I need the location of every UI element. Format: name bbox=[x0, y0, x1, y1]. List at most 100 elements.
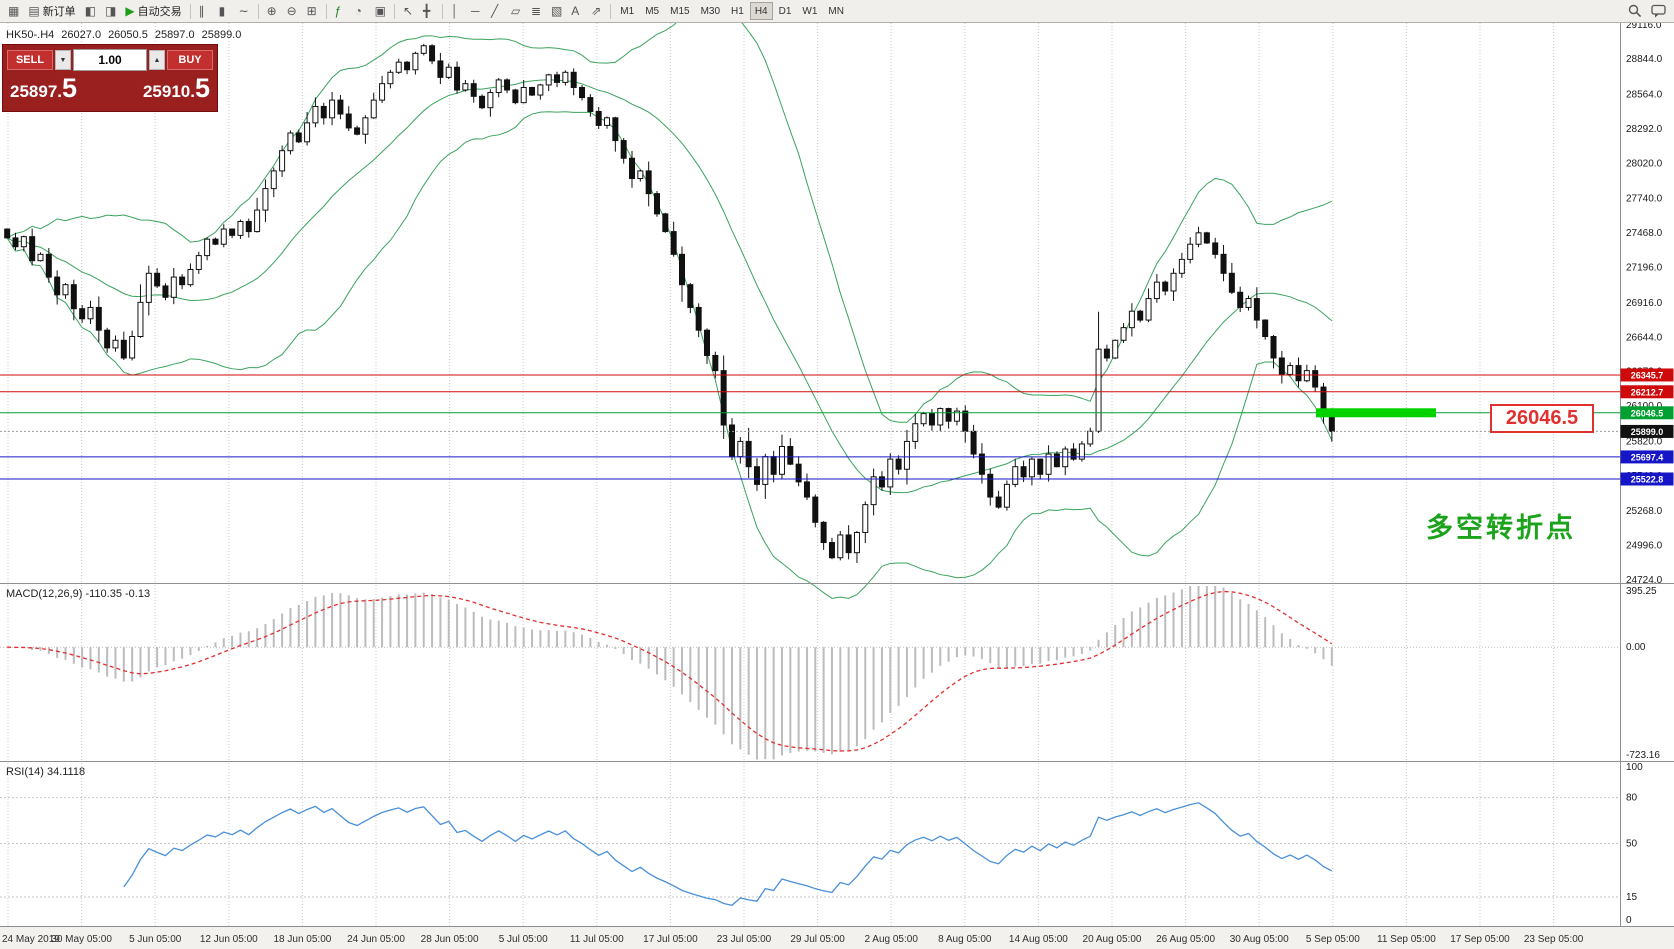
callout-price-text: 26046.5 bbox=[1505, 407, 1579, 429]
timeframe-button-group: M1 M5 M15 M30 H1 H4 D1 W1 MN bbox=[615, 2, 849, 20]
trendline-icon[interactable]: ╱ bbox=[487, 2, 506, 21]
time-axis-label: 24 Jun 05:00 bbox=[347, 934, 405, 945]
autotrading-button[interactable]: ▶ 自动交易 bbox=[121, 2, 185, 21]
charts-icon[interactable]: ▦ bbox=[4, 2, 23, 21]
crosshair-icon[interactable]: ╋ bbox=[419, 2, 438, 21]
time-axis-label: 11 Jul 05:00 bbox=[570, 934, 624, 945]
channel-icon[interactable]: ▱ bbox=[507, 2, 526, 21]
horizontal-line-icon[interactable]: ─ bbox=[467, 2, 486, 21]
price-chart-canvas[interactable]: 29116.0 28844.0 28564.0 28292.0 28020.0 27740… bbox=[0, 23, 1674, 949]
candle bbox=[629, 157, 636, 179]
charts-icon: ▦ bbox=[8, 4, 20, 18]
arrow-tools-icon[interactable]: ⇗ bbox=[587, 2, 606, 21]
candle bbox=[1037, 458, 1044, 475]
price-axis-label: 25820.0 bbox=[1626, 436, 1663, 447]
timeframe-d1-button[interactable]: D1 bbox=[774, 2, 797, 20]
candlestick-chart-icon[interactable]: ▮ bbox=[215, 2, 234, 21]
timeframe-mn-button[interactable]: MN bbox=[823, 2, 849, 20]
candle bbox=[404, 61, 411, 71]
candle bbox=[1228, 272, 1235, 293]
volume-decrease-button[interactable]: ▼ bbox=[55, 50, 71, 70]
bar-chart-icon[interactable]: ∥ bbox=[195, 2, 214, 21]
order-panel-controls: SELL ▼ ▲ BUY bbox=[7, 49, 213, 71]
sell-button[interactable]: SELL bbox=[7, 50, 53, 70]
candle bbox=[995, 496, 1002, 508]
candle bbox=[778, 445, 785, 475]
candle bbox=[345, 113, 352, 129]
price-tag-26046.5 bbox=[1620, 406, 1674, 420]
candle bbox=[279, 150, 286, 172]
candle bbox=[812, 496, 819, 523]
bollinger-upper-band-line bbox=[6, 23, 1333, 423]
autotrading-button-label: 自动交易 bbox=[137, 6, 182, 18]
candle bbox=[162, 285, 169, 298]
candle bbox=[978, 453, 985, 475]
timeframe-m5-button[interactable]: M5 bbox=[640, 2, 664, 20]
line-chart-icon[interactable]: ∼ bbox=[235, 2, 254, 21]
candle bbox=[137, 301, 144, 337]
templates-icon[interactable]: ▣ bbox=[371, 2, 390, 21]
candle bbox=[529, 86, 536, 96]
candle bbox=[587, 97, 594, 112]
tile-windows-icon[interactable]: ⊞ bbox=[303, 2, 322, 21]
cursor-icon: ↖ bbox=[402, 4, 414, 18]
indicators-icon[interactable]: ƒ bbox=[331, 2, 350, 21]
candle bbox=[145, 272, 152, 303]
timeframe-h1-button[interactable]: H1 bbox=[726, 2, 749, 20]
timeframe-m1-button[interactable]: M1 bbox=[615, 2, 639, 20]
candle bbox=[495, 79, 502, 94]
time-axis-label: 12 Jun 05:00 bbox=[200, 934, 258, 945]
candle bbox=[387, 71, 394, 85]
level-highlight-bar[interactable] bbox=[1316, 408, 1436, 418]
arrow-tools-icon: ⇗ bbox=[591, 4, 602, 18]
candle bbox=[820, 521, 827, 544]
price-axis-label: 28020.0 bbox=[1626, 158, 1663, 169]
candle bbox=[1062, 448, 1069, 468]
price-axis-label: 27196.0 bbox=[1626, 262, 1663, 273]
candle bbox=[1287, 365, 1294, 375]
text-icon[interactable]: A bbox=[567, 2, 586, 21]
time-axis-label: 17 Jul 05:00 bbox=[643, 934, 698, 945]
cursor-icon[interactable]: ↖ bbox=[399, 2, 418, 21]
timeframe-w1-button[interactable]: W1 bbox=[797, 2, 822, 20]
new-order-button[interactable]: ▤ 新订单 bbox=[24, 2, 79, 21]
macd-axis-label: -723.16 bbox=[1626, 750, 1660, 761]
volume-increase-button[interactable]: ▲ bbox=[149, 50, 165, 70]
timeframe-h4-button[interactable]: H4 bbox=[749, 2, 773, 20]
fibonacci-icon[interactable]: ≣ bbox=[527, 2, 546, 21]
timeframe-m30-button[interactable]: M30 bbox=[696, 2, 725, 20]
candle bbox=[379, 83, 386, 101]
candle bbox=[287, 132, 294, 152]
time-axis-label: 8 Aug 05:00 bbox=[938, 934, 992, 945]
market-watch-icon[interactable]: ◧ bbox=[81, 2, 100, 21]
candle bbox=[420, 45, 427, 54]
candle bbox=[1303, 370, 1310, 382]
candle bbox=[29, 236, 36, 262]
candle bbox=[1003, 483, 1010, 508]
rsi-layer bbox=[0, 797, 1620, 906]
candle bbox=[1170, 272, 1177, 292]
candle bbox=[62, 284, 69, 296]
zoom-out-icon[interactable]: ⊖ bbox=[283, 2, 302, 21]
timeframe-m15-button[interactable]: M15 bbox=[665, 2, 694, 20]
chat-button[interactable] bbox=[1647, 2, 1670, 21]
volume-input[interactable] bbox=[73, 49, 147, 71]
search-button[interactable] bbox=[1624, 2, 1646, 21]
market-watch-icon: ◧ bbox=[84, 4, 97, 18]
buy-button[interactable]: BUY bbox=[167, 50, 213, 70]
candle bbox=[154, 272, 161, 287]
navigator-icon[interactable]: ◨ bbox=[101, 2, 120, 21]
candle bbox=[753, 466, 760, 485]
candle bbox=[237, 220, 244, 236]
candle bbox=[762, 456, 769, 485]
candle bbox=[1137, 310, 1144, 321]
candle bbox=[953, 410, 960, 422]
price-level-callout[interactable]: 26046.5 bbox=[1490, 404, 1594, 433]
shapes-icon[interactable]: ▧ bbox=[547, 2, 566, 21]
vertical-line-icon[interactable]: │ bbox=[447, 2, 466, 21]
periods-icon[interactable]: ◔ bbox=[351, 2, 370, 21]
toolbar-separator bbox=[610, 3, 612, 19]
zoom-in-icon[interactable]: ⊕ bbox=[263, 2, 282, 21]
zoom-in-icon: ⊕ bbox=[266, 4, 277, 18]
candle bbox=[45, 253, 52, 278]
